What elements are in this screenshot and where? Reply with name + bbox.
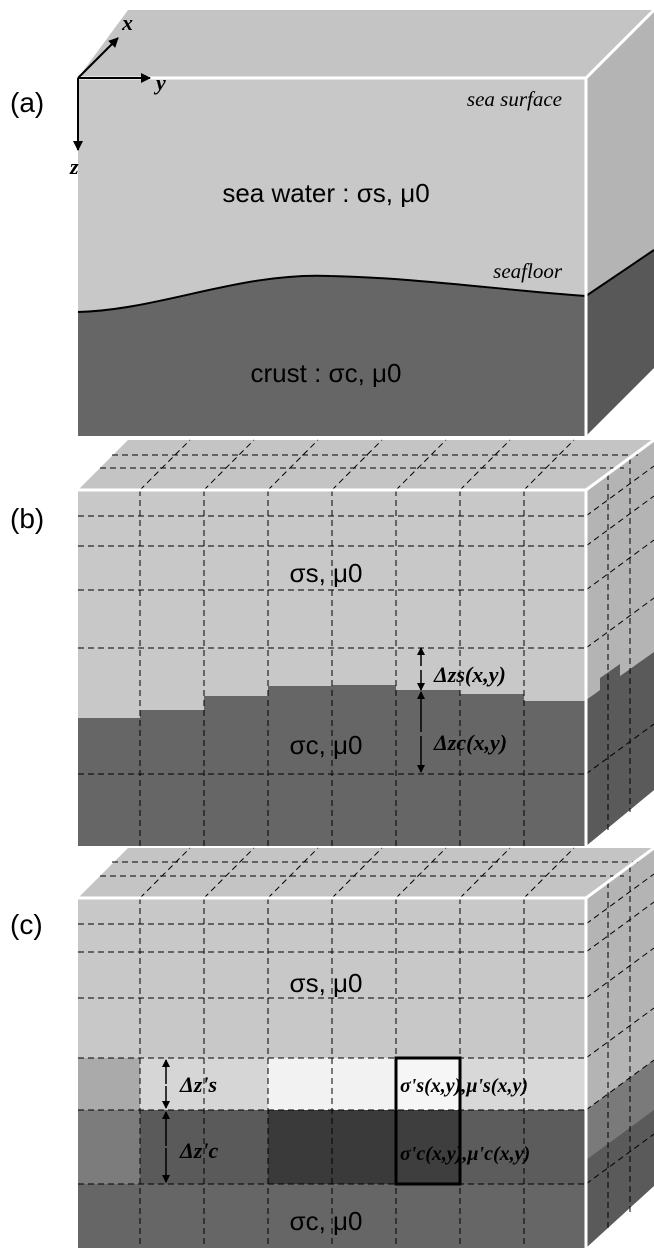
cell-c-4 bbox=[396, 1110, 460, 1184]
panel-a-side-crust bbox=[586, 250, 654, 436]
cell-s-4 bbox=[396, 1058, 460, 1110]
panel-c-edges bbox=[78, 846, 654, 1248]
cell-c-1 bbox=[78, 1110, 140, 1184]
panel-b-top-face bbox=[78, 440, 654, 490]
dz-prime-s-label: Δz's bbox=[179, 1072, 217, 1097]
seafloor-label: seafloor bbox=[493, 259, 563, 283]
panel-c-top-face bbox=[78, 848, 654, 898]
sigma-prime-s-label: σ's(x,y),μ's(x,y) bbox=[400, 1075, 528, 1097]
panel-a-label: (a) bbox=[10, 87, 44, 118]
panel-c-water-label: σs, μ0 bbox=[290, 968, 363, 998]
panel-a-top-face bbox=[78, 10, 654, 78]
panel-b-crust-label: σc, μ0 bbox=[290, 730, 363, 760]
panel-c-crust-label: σc, μ0 bbox=[290, 1206, 363, 1236]
panel-a-edges bbox=[78, 8, 654, 436]
sea-water-label: sea water : σs, μ0 bbox=[222, 178, 429, 208]
crust-label: crust : σc, μ0 bbox=[251, 358, 402, 388]
panel-c-side-band bbox=[586, 1060, 654, 1160]
dz-prime-c-label: Δz'c bbox=[179, 1138, 218, 1163]
dz-s-label: Δzs(x,y) bbox=[433, 662, 506, 687]
panel-b-edges bbox=[78, 438, 654, 846]
y-axis-label: y bbox=[153, 70, 166, 95]
cell-s-5 bbox=[460, 1058, 586, 1110]
panel-c-label: (c) bbox=[10, 909, 43, 940]
panel-a-seafloor-line bbox=[77, 249, 654, 313]
panel-a-crust bbox=[78, 275, 586, 436]
panel-b: (b) σs, μ0 σc, μ0 Δzs(x,y) Δzc(x,y) bbox=[10, 438, 654, 846]
sea-surface-label: sea surface bbox=[467, 87, 562, 111]
panel-c: (c) σs, μ0 σc, μ0 Δz's Δz'c σ's(x,y),μ's… bbox=[10, 846, 654, 1248]
x-axis-arrow bbox=[77, 37, 119, 79]
cell-c-5 bbox=[460, 1110, 586, 1184]
panel-c-crust bbox=[78, 1184, 586, 1248]
panel-a-side-water bbox=[586, 10, 654, 296]
sigma-prime-c-label: σ'c(x,y),μ'c(x,y) bbox=[400, 1143, 530, 1165]
z-axis-label: z bbox=[69, 154, 79, 179]
x-axis-label: x bbox=[121, 10, 133, 35]
highlighted-cell bbox=[394, 1056, 462, 1186]
dz-c-label: Δzc(x,y) bbox=[433, 730, 507, 755]
panel-b-label: (b) bbox=[10, 503, 44, 534]
panel-b-water-label: σs, μ0 bbox=[290, 558, 363, 588]
cell-s-1 bbox=[78, 1058, 140, 1110]
panel-b-grid bbox=[78, 439, 654, 846]
panel-c-side-water bbox=[586, 848, 654, 1140]
panel-a: x y z (a) sea surface seafloor sea water… bbox=[10, 8, 654, 436]
